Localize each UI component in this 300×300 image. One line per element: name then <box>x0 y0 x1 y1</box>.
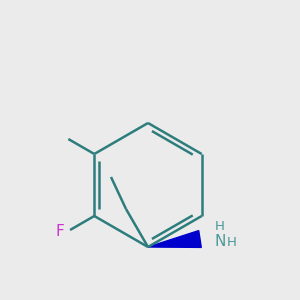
Text: N: N <box>214 233 225 248</box>
Polygon shape <box>148 231 201 248</box>
Text: H: H <box>227 236 237 248</box>
Text: H: H <box>215 220 225 232</box>
Text: F: F <box>55 224 64 238</box>
